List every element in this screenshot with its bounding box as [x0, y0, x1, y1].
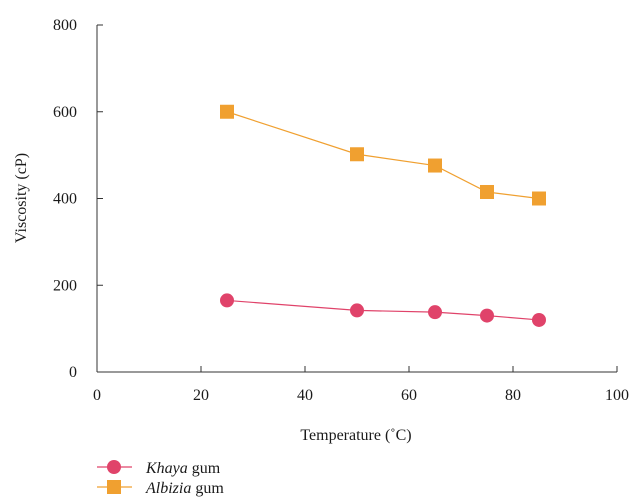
x-tick-label: 60 [401, 387, 417, 404]
x-axis-title: Temperature (˚C) [300, 427, 411, 444]
legend-entry-khaya: Khaya gum [97, 460, 221, 477]
y-tick-label: 400 [53, 191, 77, 208]
x-tick-label: 20 [193, 387, 209, 404]
tick-labels: 0 20 40 60 80 100 0 200 400 600 800 [53, 17, 629, 404]
data-point-khaya [220, 293, 234, 308]
legend-label-genus: Albizia [145, 480, 191, 497]
legend-marker-circle [107, 460, 121, 474]
y-tick-label: 0 [69, 364, 77, 381]
series-layer [220, 104, 546, 327]
legend-label: Albizia gum [145, 480, 224, 497]
series-khaya [220, 293, 546, 327]
data-point-albizia [532, 191, 546, 206]
legend-entry-albizia: Albizia gum [97, 480, 224, 497]
x-tick-label: 80 [505, 387, 521, 404]
legend-label: Khaya gum [145, 460, 221, 477]
data-point-albizia [220, 104, 234, 119]
data-point-albizia [350, 147, 364, 162]
legend-marker-square [107, 480, 121, 494]
x-tick-label: 40 [297, 387, 313, 404]
data-point-khaya [350, 303, 364, 318]
axes [96, 24, 618, 373]
legend-label-genus: Khaya [145, 460, 188, 477]
legend-label-suffix: gum [191, 480, 224, 497]
x-tick-label: 0 [93, 387, 101, 404]
y-axis-title: Viscosity (cP) [13, 153, 30, 243]
y-tick-label: 800 [53, 17, 77, 34]
data-point-khaya [428, 305, 442, 320]
data-point-albizia [480, 184, 494, 199]
data-point-khaya [480, 308, 494, 323]
data-point-khaya [532, 312, 546, 327]
x-tick-label: 100 [605, 387, 629, 404]
y-tick-label: 600 [53, 104, 77, 121]
y-tick-label: 200 [53, 277, 77, 294]
series-albizia [220, 104, 546, 206]
legend-label-suffix: gum [188, 460, 221, 477]
data-point-albizia [428, 158, 442, 173]
